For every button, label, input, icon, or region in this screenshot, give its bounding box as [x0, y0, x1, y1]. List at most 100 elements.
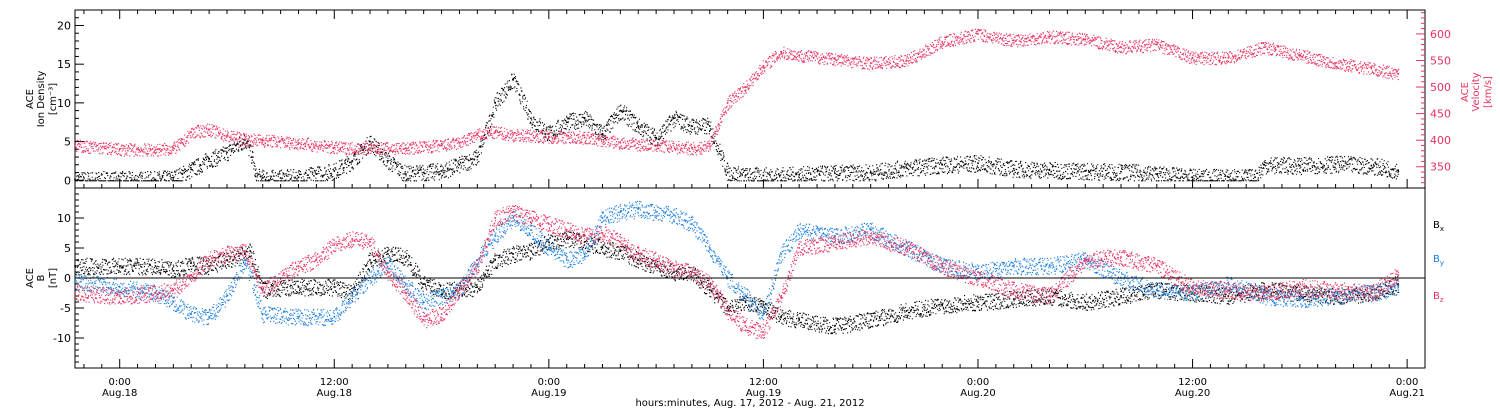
ion-density-point: [279, 177, 282, 179]
velocity-point: [208, 128, 210, 131]
by-point: [637, 208, 639, 210]
bx-point: [351, 292, 353, 294]
b-ylabel-line2: B: [36, 274, 47, 281]
ion-density-point: [333, 170, 336, 172]
bz-point: [548, 223, 550, 225]
by-point: [1397, 286, 1399, 288]
axis-ticks: [75, 10, 1426, 368]
bz-point: [369, 241, 371, 243]
ion-density-point: [512, 78, 514, 81]
bz-point: [512, 211, 514, 213]
ion-density-point: [834, 172, 836, 175]
velocity-point-cloud: [75, 28, 1400, 157]
by-point: [1263, 295, 1265, 297]
ion-density-point: [1048, 169, 1051, 171]
bz-point: [172, 289, 175, 291]
by-point: [691, 223, 693, 225]
velocity-point: [798, 54, 800, 56]
ion-density-point: [869, 171, 872, 174]
bz-point: [834, 241, 836, 243]
velocity-point: [1334, 62, 1337, 64]
velocity-point: [333, 146, 336, 149]
time-tick-label-top: 0:00: [108, 377, 130, 388]
bx-point: [601, 247, 604, 249]
bz-point: [762, 331, 765, 333]
velocity-point: [190, 131, 192, 133]
bz-point: [1120, 256, 1122, 258]
velocity-point: [977, 33, 979, 35]
ion-density-point: [1012, 167, 1015, 170]
by-point: [190, 313, 192, 315]
time-tick-label-bottom: Aug.20: [960, 388, 995, 399]
velocity-point: [1370, 67, 1373, 70]
by-point: [74, 280, 76, 282]
bx-point: [1397, 283, 1399, 285]
velocity-point: [583, 136, 586, 139]
by-point: [709, 247, 711, 249]
b-tick-label: 5: [64, 242, 71, 255]
by-point: [869, 229, 872, 231]
bx-point: [977, 301, 979, 303]
ion-density-point: [369, 140, 371, 143]
ion-density-point: [637, 125, 639, 127]
ion-density-series: [74, 73, 1400, 182]
ion-density-point: [709, 125, 711, 127]
bz-point: [74, 292, 76, 294]
velocity-tick-label: 450: [1430, 108, 1451, 121]
velocity-point: [118, 148, 121, 150]
ion-density-point: [1299, 164, 1301, 167]
velocity-point: [780, 51, 783, 54]
density-tick-label: 10: [57, 97, 71, 110]
bz-point: [190, 274, 192, 276]
bz-point: [744, 325, 747, 327]
by-point: [297, 316, 300, 318]
bz-point: [351, 238, 353, 240]
ion-density-point: [458, 164, 461, 166]
bx-point: [476, 286, 479, 288]
bz-series: [74, 205, 1400, 339]
by-point: [208, 316, 210, 318]
ion-density-point: [440, 170, 443, 172]
by-point: [118, 286, 121, 288]
velocity-point: [717, 123, 720, 125]
ion-density-point: [422, 171, 425, 174]
bz-point: [440, 313, 443, 315]
bx-point: [74, 265, 76, 267]
ion-density-point: [172, 177, 175, 179]
by-point: [601, 217, 604, 219]
ion-density-point: [977, 162, 979, 164]
velocity-point: [369, 147, 371, 149]
b-tick-label: -5: [60, 302, 71, 315]
ion-density-point: [405, 173, 407, 175]
bz-point: [1299, 286, 1301, 288]
velocity-point: [181, 142, 184, 144]
bz-point: [530, 217, 532, 219]
by-point: [1227, 283, 1230, 285]
by-point: [762, 313, 765, 315]
velocity-point: [709, 143, 711, 145]
bx-point: [530, 250, 532, 252]
ion-density-point: [387, 160, 389, 162]
velocity-point: [762, 65, 765, 67]
ion-density-point: [476, 156, 479, 158]
by-point-cloud: [75, 200, 1400, 327]
legend-bx: Bx: [1433, 220, 1444, 233]
bx-point: [583, 241, 586, 243]
ion-density-point: [798, 174, 800, 176]
bx-point: [619, 250, 622, 252]
velocity-point: [941, 41, 943, 43]
ion-density-point: [199, 164, 201, 166]
bz-point: [1084, 259, 1087, 261]
legend-bz-name: B: [1433, 291, 1440, 302]
bz-point: [1334, 289, 1337, 291]
bx-point: [1299, 292, 1301, 294]
velocity-point: [154, 148, 157, 151]
ion-density-point: [1263, 164, 1265, 166]
bx-point: [1227, 295, 1230, 297]
time-tick-label-top: 12:00: [1178, 377, 1207, 388]
ion-density-point: [1370, 164, 1373, 167]
by-point: [333, 316, 336, 318]
velocity-point: [1084, 38, 1087, 40]
bx-point: [798, 319, 800, 321]
